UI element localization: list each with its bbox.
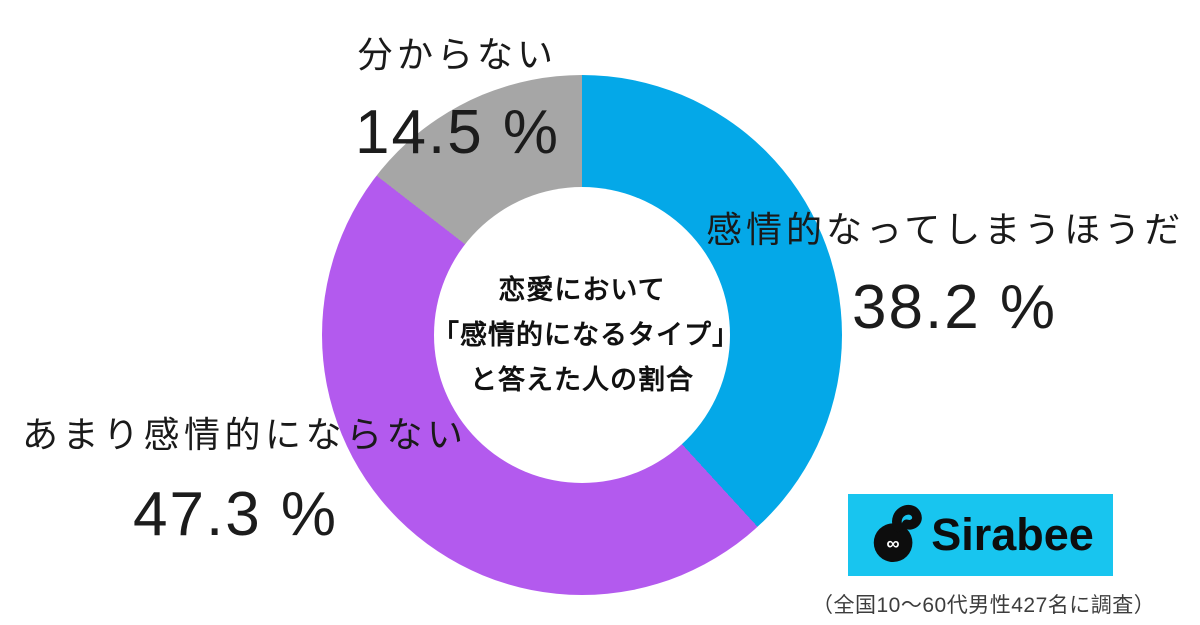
slice-value-emotional: 38.2 % — [852, 273, 1058, 342]
slice-label-emotional: 感情的なってしまうほうだ — [706, 209, 1185, 250]
center-title-line-2: 「感情的になるタイプ」 — [432, 320, 740, 350]
slice-value-not-emotional: 47.3 % — [133, 480, 339, 549]
slice-label-unknown: 分からない — [357, 34, 558, 75]
slice-value-unknown: 14.5 % — [355, 98, 561, 167]
donut-chart — [322, 75, 842, 595]
sirabee-bee-icon: ∞ — [873, 505, 922, 563]
center-title-line-1: 恋愛において — [498, 275, 666, 305]
sirabee-logo-text: Sirabee — [931, 509, 1094, 560]
donut-hole — [434, 187, 730, 483]
chart-center-title: 恋愛において 「感情的になるタイプ」 と答えた人の割合 — [432, 268, 740, 403]
center-title-line-3: と答えた人の割合 — [470, 365, 694, 395]
sirabee-logo: ∞ Sirabee — [848, 494, 1113, 576]
survey-footnote: （全国10〜60代男性427名に調査） — [812, 594, 1156, 617]
slice-label-not-emotional: あまり感情的にならない — [22, 414, 468, 455]
bee-eyes-glyph: ∞ — [887, 532, 900, 553]
